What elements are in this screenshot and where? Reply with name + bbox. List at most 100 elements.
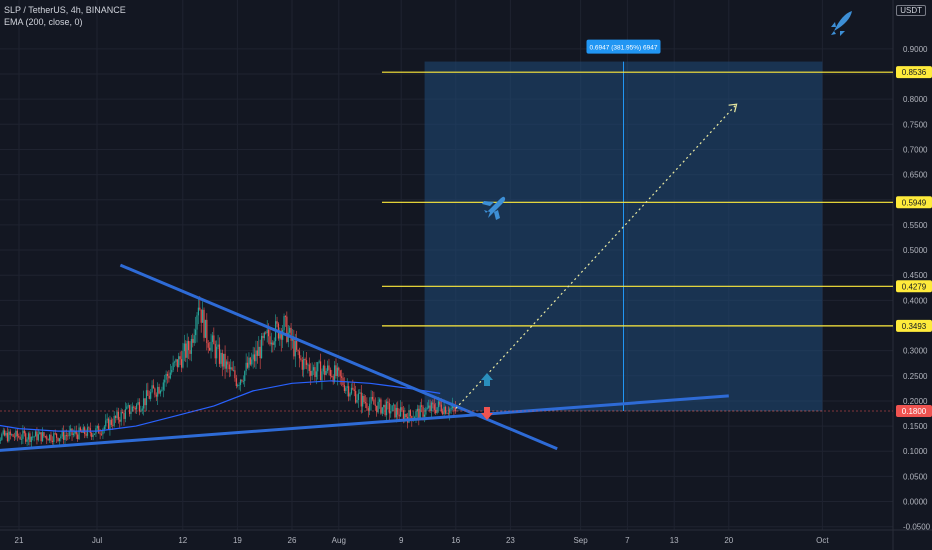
- candle-body: [200, 309, 202, 323]
- candle-body: [217, 344, 219, 347]
- candle-body: [166, 373, 169, 377]
- candle-body: [68, 431, 70, 436]
- candle-body: [107, 418, 110, 430]
- candle-body: [51, 440, 53, 442]
- candle-body: [204, 319, 207, 338]
- candle-body: [298, 351, 301, 359]
- candle-body: [301, 359, 303, 370]
- candle-body: [85, 434, 87, 436]
- candle-body: [435, 409, 437, 414]
- candle-body: [232, 370, 235, 372]
- candle-body: [23, 430, 25, 434]
- y-tick-label: 0.8000: [903, 95, 928, 104]
- arrow-down-icon: [481, 407, 493, 420]
- candle-body: [402, 410, 404, 420]
- candle-body: [251, 359, 253, 365]
- candle-body: [189, 350, 191, 354]
- candle-body: [401, 407, 403, 411]
- candle-body: [307, 364, 309, 366]
- candle-body: [338, 367, 340, 371]
- candle-body: [363, 395, 365, 403]
- candle-body: [329, 369, 331, 376]
- candle-body: [129, 405, 131, 414]
- currency-badge[interactable]: USDT: [896, 5, 926, 16]
- candle-body: [81, 431, 83, 433]
- candle-body: [54, 433, 56, 435]
- candle-body: [227, 361, 229, 365]
- candle-body: [15, 430, 17, 438]
- y-tick-label: 0.4000: [903, 296, 928, 305]
- x-tick-label: 23: [506, 536, 515, 545]
- candle-body: [381, 407, 383, 414]
- candle-body: [155, 394, 157, 397]
- current-price-badge: [896, 405, 932, 417]
- candle-body: [137, 402, 139, 405]
- candle-body: [4, 430, 6, 436]
- candle-body: [2, 430, 4, 435]
- candle-body: [398, 414, 400, 417]
- candle-body: [443, 406, 445, 415]
- candle-body: [429, 405, 431, 412]
- candle-body: [234, 370, 236, 379]
- candle-body: [169, 372, 171, 379]
- candle-body: [100, 433, 103, 435]
- candle-body: [346, 386, 348, 388]
- candle-body: [180, 359, 183, 368]
- candle-body: [399, 407, 402, 417]
- candle-body: [182, 351, 184, 368]
- candle-body: [259, 346, 261, 359]
- candle-body: [39, 432, 41, 435]
- candle-body: [312, 367, 315, 371]
- candle-body: [249, 357, 251, 365]
- candle-body: [343, 385, 346, 391]
- candle-body: [387, 401, 389, 404]
- candle-body: [394, 404, 396, 418]
- candle-body: [371, 396, 374, 400]
- candle-body: [221, 352, 223, 367]
- candle-body: [26, 439, 28, 442]
- y-tick-label: 0.7000: [903, 145, 928, 154]
- candle-body: [197, 307, 199, 316]
- y-tick-label: 0.5000: [903, 246, 928, 255]
- candle-body: [321, 371, 323, 381]
- candle-body: [356, 399, 358, 403]
- candle-body: [216, 346, 218, 359]
- y-tick-label: 0.0500: [903, 472, 928, 481]
- candle-body: [179, 356, 181, 360]
- candle-body: [238, 384, 240, 386]
- y-tick-label: 0.1000: [903, 447, 928, 456]
- candle-body: [114, 416, 117, 418]
- candle-body: [207, 343, 209, 348]
- candle-body: [360, 392, 362, 407]
- candle-body: [430, 402, 433, 412]
- candle-body: [364, 402, 367, 404]
- candle-body: [303, 358, 305, 370]
- candle-body: [414, 417, 416, 419]
- candle-body: [252, 354, 254, 360]
- candle-body: [194, 329, 197, 336]
- candle-body: [300, 358, 302, 360]
- candle-body: [374, 404, 376, 406]
- candle-body: [130, 411, 132, 414]
- candle-body: [428, 405, 430, 408]
- candle-body: [110, 419, 112, 425]
- candle-body: [283, 316, 285, 331]
- candle-body: [150, 392, 152, 399]
- candle-body: [380, 399, 382, 414]
- projection-arrow-line: [455, 103, 738, 409]
- candle-body: [446, 412, 448, 414]
- candle-body: [237, 385, 239, 386]
- candle-body: [332, 376, 334, 383]
- y-tick-label: 0.5500: [903, 221, 928, 230]
- candle-body: [25, 433, 27, 442]
- candle-body: [370, 396, 372, 404]
- candle-body: [405, 413, 407, 418]
- candle-body: [408, 410, 410, 423]
- candle-body: [185, 343, 187, 358]
- candle-body: [16, 430, 18, 437]
- candle-body: [19, 436, 21, 440]
- candle-body: [151, 385, 153, 393]
- indicator-label: EMA (200, close, 0): [4, 17, 83, 27]
